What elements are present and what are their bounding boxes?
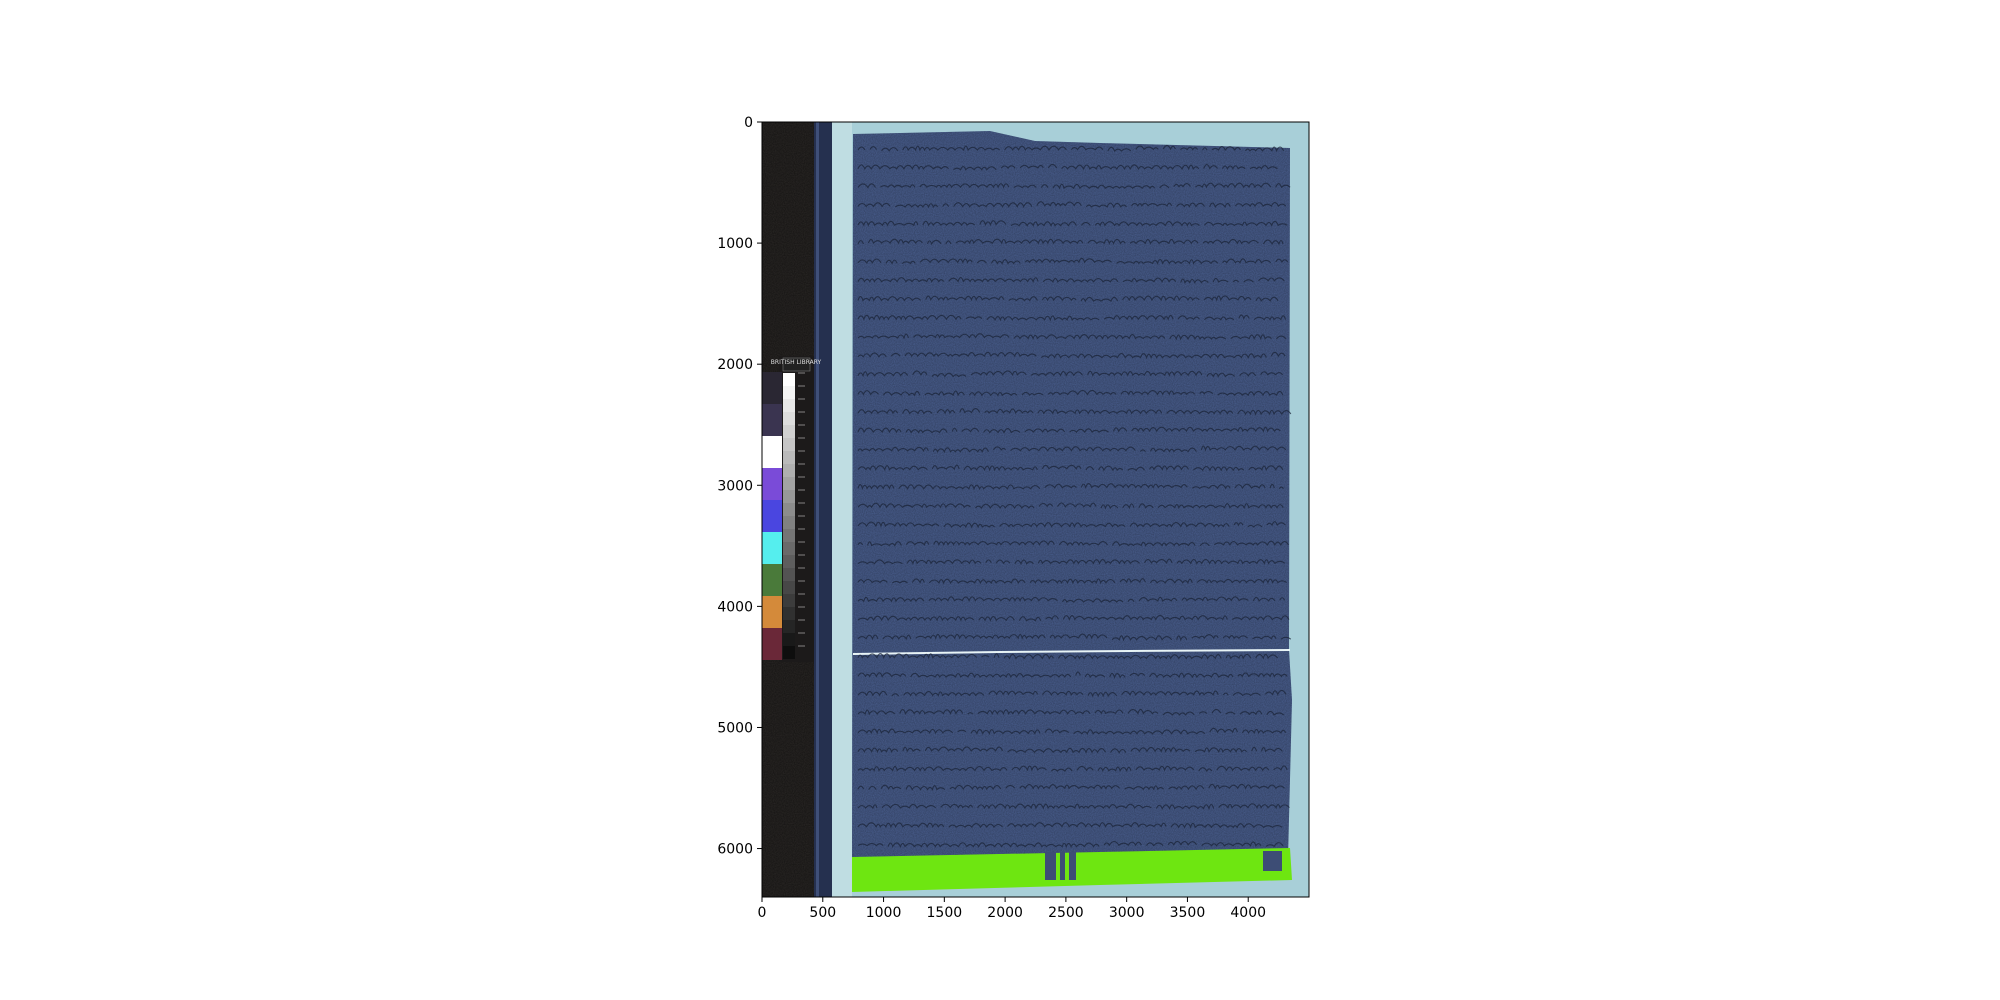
color-swatch [762, 436, 782, 468]
calibration-label: BRITISH LIBRARY [771, 359, 822, 366]
axes-frame [761, 121, 1310, 898]
x-tick-label: 1500 [927, 905, 963, 921]
page-texture [852, 131, 1292, 868]
calibration-chart: BRITISH LIBRARY [762, 356, 822, 662]
binding-highlight [816, 122, 819, 897]
calibration-label-box [782, 357, 811, 372]
color-swatches [762, 372, 782, 660]
handwriting-line [857, 351, 1286, 360]
handwriting-line [857, 483, 1284, 491]
grey-step [783, 529, 795, 542]
grey-step [783, 607, 795, 620]
x-tick-label: 2500 [1048, 905, 1084, 921]
x-tick-label: 3500 [1170, 905, 1206, 921]
handwriting-line [857, 578, 1287, 585]
handwriting-line [857, 822, 1283, 829]
grey-step [783, 568, 795, 581]
color-swatch [762, 532, 782, 564]
color-swatch [762, 500, 782, 532]
y-tick-label: 1000 [717, 236, 753, 252]
mask-gap-3 [1069, 852, 1076, 880]
grey-step [783, 503, 795, 516]
grey-step [783, 581, 795, 594]
grey-step [783, 516, 795, 529]
handwriting-lines [857, 144, 1296, 849]
color-swatch [762, 596, 782, 628]
handwriting-line [857, 689, 1287, 698]
handwriting-line [857, 596, 1286, 603]
greyscale-ruler [783, 372, 805, 659]
y-tick-label: 2000 [717, 357, 753, 373]
grey-step [783, 451, 795, 464]
grey-step [783, 646, 795, 659]
handwriting-line [857, 445, 1287, 453]
x-tick-label: 1000 [866, 905, 902, 921]
handwriting-line [857, 540, 1289, 547]
grey-step [783, 373, 795, 386]
grey-step [783, 594, 795, 607]
handwriting-line [857, 182, 1291, 190]
color-swatch [762, 372, 782, 404]
handwriting-line [857, 840, 1284, 849]
y-tick-label: 5000 [717, 720, 753, 736]
grey-step [783, 386, 795, 399]
mask-gap-1 [1045, 852, 1056, 880]
x-tick-label: 4000 [1230, 905, 1266, 921]
grey-step [783, 555, 795, 568]
mask-gap-2 [1060, 852, 1065, 880]
y-tick-label: 4000 [717, 599, 753, 615]
grey-step [783, 490, 795, 503]
color-swatch [762, 564, 782, 596]
manuscript-image: BRITISH LIBRARY [762, 122, 1309, 897]
color-swatch [762, 628, 782, 660]
handwriting-line [857, 558, 1286, 566]
x-axis: 0 500 1000 1500 2000 2500 3000 3500 4000 [758, 897, 1266, 921]
page-margin [832, 122, 852, 897]
handwriting-line [857, 671, 1288, 680]
page-tear [852, 649, 1291, 655]
y-tick-label: 0 [744, 115, 753, 131]
handwriting-line [857, 238, 1284, 246]
grey-step [783, 477, 795, 490]
y-axis: 0 1000 2000 3000 4000 5000 6000 [717, 115, 762, 858]
handwriting-line [857, 144, 1285, 153]
y-tick-label: 3000 [717, 478, 753, 494]
x-tick-label: 500 [809, 905, 836, 921]
handwriting-line [857, 464, 1284, 472]
handwriting-line [857, 276, 1285, 284]
x-tick-label: 3000 [1109, 905, 1145, 921]
grey-step [783, 399, 795, 412]
grey-step [783, 412, 795, 425]
color-swatch [762, 404, 782, 436]
handwriting-line [857, 783, 1285, 791]
handwriting-line [857, 521, 1286, 529]
grey-step [783, 425, 795, 438]
grey-step [783, 542, 795, 555]
grey-step [783, 464, 795, 477]
grey-step [783, 438, 795, 451]
x-tick-label: 2000 [987, 905, 1023, 921]
handwriting-line [857, 389, 1284, 397]
handwriting-line [857, 502, 1284, 510]
handwriting-line [857, 614, 1290, 622]
grey-step [783, 620, 795, 633]
mask-gap-4 [1263, 851, 1282, 871]
color-swatch [762, 468, 782, 500]
handwriting-line [857, 765, 1288, 773]
handwriting-line [857, 803, 1290, 811]
grey-step [783, 633, 795, 646]
handwriting-line [857, 201, 1287, 209]
handwriting-line [857, 633, 1292, 642]
y-tick-label: 6000 [717, 842, 753, 858]
handwriting-line [857, 257, 1289, 265]
handwriting-line [857, 314, 1287, 322]
x-tick-label: 0 [758, 905, 767, 921]
